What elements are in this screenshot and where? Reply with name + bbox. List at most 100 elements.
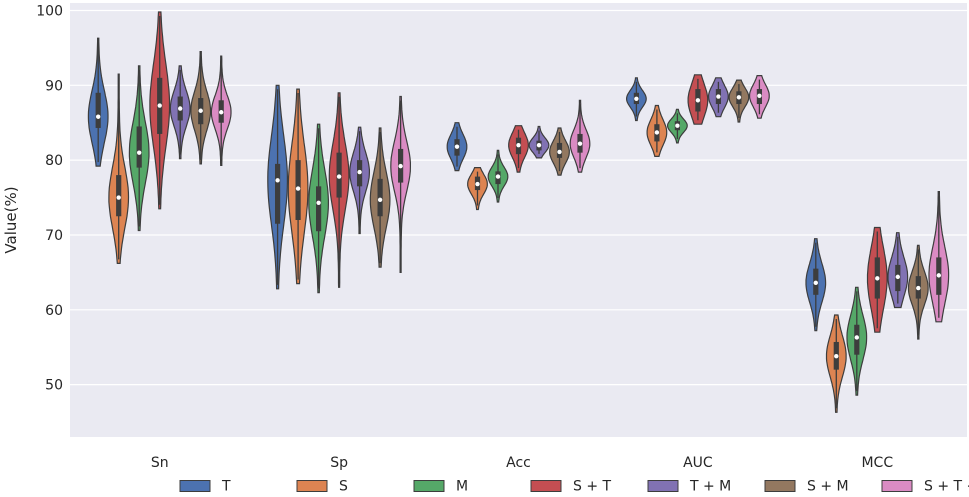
- violin-sp-t: [267, 84, 288, 290]
- violin-sn-m: [128, 65, 150, 232]
- violin-median-dot: [157, 103, 162, 108]
- violin-median-dot: [377, 197, 383, 202]
- violin-auc-t: [626, 77, 647, 122]
- violin-median-dot: [495, 174, 501, 179]
- violin-sp-m: [308, 123, 329, 294]
- legend-swatch: [647, 480, 679, 492]
- violin-median-dot: [536, 142, 542, 148]
- violin-sn-t: [87, 37, 109, 167]
- violin-sp-s: [287, 88, 309, 285]
- violin-auc-st: [687, 74, 709, 125]
- violin-sn-stm: [210, 55, 232, 166]
- violin-mcc-st: [866, 226, 888, 333]
- violin-mcc-stm: [928, 191, 950, 323]
- violin-median-dot: [834, 353, 839, 359]
- violin-mcc-m: [846, 286, 868, 396]
- violin-median-dot: [757, 93, 762, 98]
- legend-label: S + T: [573, 479, 612, 495]
- legend-item: S + T + M: [881, 479, 969, 495]
- violin-auc-m: [667, 108, 688, 144]
- violin-sn-st: [149, 11, 171, 210]
- legend: T S M S + T T + M S + M S + T + M: [179, 479, 969, 495]
- legend-item: M: [413, 479, 468, 495]
- violin-median-dot: [398, 163, 403, 169]
- y-axis-ticks: 50 60 70 80 90 100: [36, 3, 63, 393]
- legend-swatch: [179, 480, 211, 492]
- violin-median-dot: [675, 123, 680, 128]
- legend-label: T + M: [689, 479, 731, 495]
- violin-median-dot: [295, 186, 301, 191]
- y-tick-label: 50: [45, 378, 63, 394]
- violin-median-dot: [357, 169, 362, 175]
- legend-swatch: [413, 480, 445, 492]
- x-tick-label: AUC: [683, 455, 713, 471]
- violin-median-dot: [198, 108, 203, 113]
- violin-median-dot: [875, 276, 880, 281]
- y-axis-label: Value(%): [2, 186, 20, 253]
- violin-iqr-box: [136, 126, 142, 168]
- violin-median-dot: [916, 285, 921, 291]
- violin-median-dot: [275, 178, 280, 183]
- y-tick-label: 100: [36, 3, 63, 19]
- violin-sn-tm: [169, 65, 191, 160]
- violin-median-dot: [475, 181, 480, 187]
- violins: [87, 11, 950, 413]
- legend-label: S + M: [807, 479, 849, 495]
- violin-median-dot: [557, 149, 562, 155]
- violin-sp-sm: [369, 127, 391, 268]
- violin-acc-st: [508, 125, 529, 173]
- violin-median-dot: [95, 114, 101, 119]
- violin-sp-tm: [349, 126, 370, 235]
- legend-label: M: [456, 479, 468, 495]
- violin-median-dot: [634, 96, 639, 101]
- violin-median-dot: [454, 144, 460, 149]
- violin-median-dot: [336, 174, 342, 179]
- violin-median-dot: [516, 142, 521, 148]
- legend-item: T: [179, 479, 231, 495]
- violin-auc-stm: [749, 75, 770, 119]
- violin-median-dot: [736, 95, 742, 100]
- legend-item: S + T: [530, 479, 612, 495]
- violin-acc-stm: [569, 99, 591, 173]
- legend-swatch: [881, 480, 913, 492]
- violin-iqr-box: [274, 163, 281, 224]
- violin-median-dot: [695, 98, 701, 103]
- violin-median-dot: [136, 150, 142, 155]
- x-tick-label: MCC: [861, 455, 893, 471]
- violin-median-dot: [716, 94, 721, 99]
- legend-item: T + M: [647, 479, 731, 495]
- violin-median-dot: [178, 106, 183, 111]
- violin-median-dot: [813, 280, 818, 286]
- y-tick-label: 70: [45, 228, 63, 244]
- violin-acc-t: [446, 122, 468, 172]
- legend-item: S + M: [764, 479, 849, 495]
- violin-mcc-t: [805, 238, 827, 332]
- violin-mcc-sm: [907, 244, 929, 340]
- violin-auc-tm: [708, 77, 729, 118]
- legend-label: T: [221, 479, 231, 495]
- violin-iqr-box: [315, 186, 322, 232]
- violin-median-dot: [577, 141, 583, 146]
- y-tick-label: 80: [45, 153, 63, 169]
- violin-auc-sm: [728, 79, 750, 123]
- violin-iqr-box: [95, 92, 101, 128]
- violin-median-dot: [654, 130, 660, 135]
- violin-iqr-box: [377, 178, 383, 217]
- legend-swatch: [530, 480, 562, 492]
- legend-swatch: [296, 480, 328, 492]
- violin-sp-stm: [390, 95, 411, 273]
- violin-acc-s: [467, 167, 488, 211]
- violin-sn-s: [108, 73, 130, 264]
- violin-median-dot: [219, 110, 224, 115]
- violin-sp-st: [328, 92, 350, 288]
- violin-acc-tm: [528, 125, 550, 159]
- x-axis-ticks: Sn Sp Acc AUC MCC: [151, 455, 894, 471]
- y-tick-label: 90: [45, 78, 63, 94]
- violin-acc-sm: [549, 127, 570, 176]
- legend-label: S + T + M: [924, 479, 969, 495]
- x-tick-label: Sp: [330, 455, 348, 471]
- violin-median-dot: [116, 195, 121, 200]
- violin-iqr-box: [854, 324, 860, 355]
- violin-auc-s: [646, 104, 668, 157]
